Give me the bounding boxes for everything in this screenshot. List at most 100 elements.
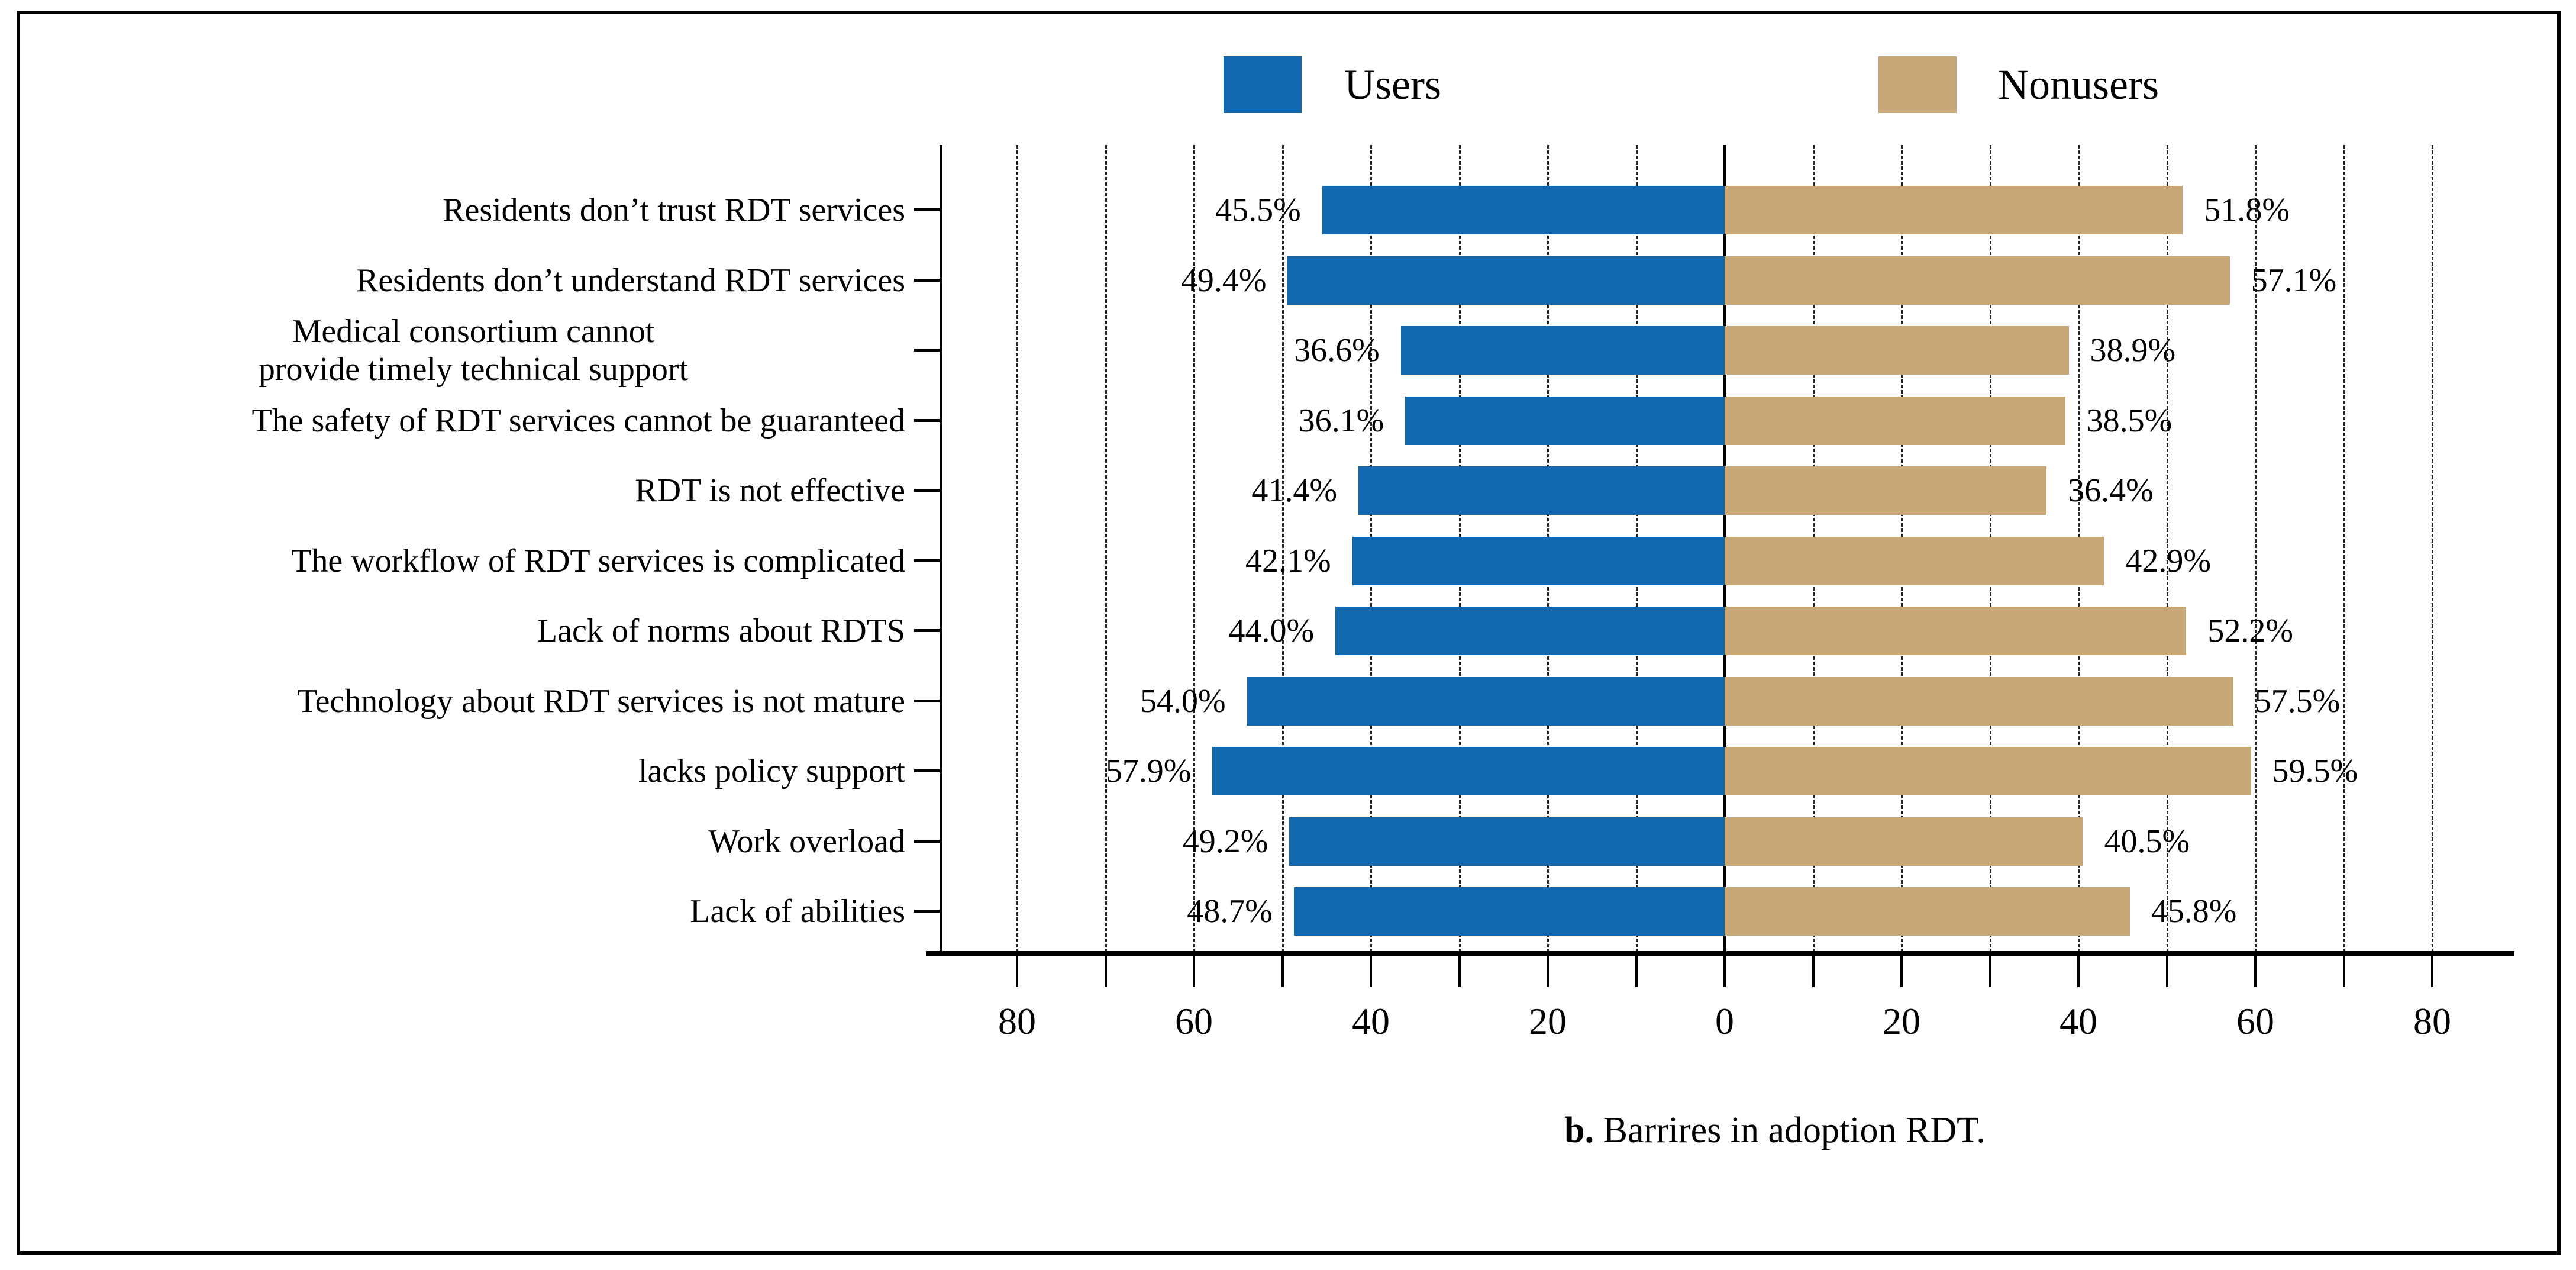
axis-tick (1812, 956, 1815, 987)
nonusers-bar (1725, 466, 2047, 515)
users-bar (1212, 747, 1725, 795)
nonusers-value-label: 57.5% (2254, 682, 2341, 720)
axis-tick-label: 20 (1883, 1000, 1920, 1042)
axis-tick (1635, 956, 1638, 987)
category-tick (914, 489, 942, 492)
axis-tick (1989, 956, 1991, 987)
axis-tick (2077, 956, 2080, 987)
nonusers-bar (1725, 186, 2183, 234)
category-tick (914, 839, 942, 843)
users-legend-swatch (1224, 56, 1302, 113)
category-label: Medical consortium cannot provide timely… (258, 313, 689, 388)
axis-tick (2431, 956, 2433, 987)
users-value-label: 49.4% (1180, 262, 1267, 299)
nonusers-value-label: 51.8% (2204, 192, 2290, 228)
axis-tick-label: 40 (1352, 1000, 1390, 1042)
category-label: lacks policy support (638, 753, 905, 789)
category-tick (914, 699, 942, 702)
figure-border (17, 11, 2561, 1255)
users-value-label: 41.4% (1251, 472, 1338, 509)
category-tick (914, 559, 942, 562)
category-label: Lack of norms about RDTS (537, 613, 905, 649)
axis-tick (1104, 956, 1107, 987)
users-value-label: 42.1% (1245, 542, 1331, 579)
nonusers-value-label: 57.1% (2251, 262, 2337, 299)
nonusers-value-label: 38.9% (2090, 332, 2176, 369)
category-label: Technology about RDT services is not mat… (297, 682, 905, 720)
users-value-label: 44.0% (1228, 613, 1315, 649)
nonusers-bar (1725, 747, 2251, 795)
users-bar (1289, 817, 1725, 866)
gridline (1281, 145, 1284, 953)
axis-tick (1016, 956, 1018, 987)
category-label: Residents don’t trust RDT services (443, 192, 905, 228)
axis-tick (1900, 956, 1903, 987)
nonusers-bar (1725, 396, 2065, 445)
users-bar (1322, 186, 1725, 234)
nonusers-value-label: 42.9% (2125, 542, 2211, 579)
category-tick (914, 349, 942, 352)
axis-tick (2165, 956, 2168, 987)
users-value-label: 48.7% (1187, 893, 1273, 930)
category-label: The workflow of RDT services is complica… (291, 542, 905, 579)
gridline (2432, 145, 2433, 953)
users-bar (1335, 607, 1725, 655)
category-tick (914, 418, 942, 422)
gridline (2255, 145, 2257, 953)
nonusers-legend-swatch (1878, 56, 1957, 113)
axis-tick (1281, 956, 1284, 987)
category-tick (914, 278, 942, 282)
category-tick (914, 910, 942, 913)
caption-text: Barrires in adoption RDT. (1594, 1110, 1986, 1150)
users-legend-label: Users (1344, 61, 1441, 108)
users-value-label: 54.0% (1140, 682, 1226, 720)
category-label: Work overload (708, 823, 905, 860)
nonusers-value-label: 38.5% (2086, 402, 2173, 439)
axis-tick (1370, 956, 1372, 987)
users-value-label: 57.9% (1105, 753, 1192, 789)
gridline (1105, 145, 1107, 953)
nonusers-bar (1725, 607, 2187, 655)
axis-tick (1458, 956, 1461, 987)
gridline (2343, 145, 2345, 953)
nonusers-value-label: 45.8% (2151, 893, 2237, 930)
axis-tick-label: 20 (1529, 1000, 1567, 1042)
chart-caption: b. Barrires in adoption RDT. (976, 1105, 2574, 1155)
category-tick (914, 769, 942, 772)
axis-tick-label: 60 (2236, 1000, 2274, 1042)
axis-tick-label: 0 (1715, 1000, 1734, 1042)
axis-tick-label: 80 (998, 1000, 1036, 1042)
nonusers-bar (1725, 256, 2230, 305)
nonusers-value-label: 59.5% (2272, 753, 2358, 789)
users-bar (1287, 256, 1725, 305)
nonusers-bar (1725, 326, 2069, 375)
gridline (1016, 145, 1018, 953)
axis-tick (2254, 956, 2257, 987)
nonusers-value-label: 40.5% (2104, 823, 2190, 860)
axis-tick (1723, 956, 1726, 987)
axis-tick (1547, 956, 1549, 987)
users-bar (1400, 326, 1725, 375)
category-tick (914, 629, 942, 632)
users-value-label: 45.5% (1215, 192, 1301, 228)
users-value-label: 49.2% (1182, 823, 1268, 860)
axis-tick-label: 80 (2413, 1000, 2451, 1042)
users-value-label: 36.6% (1294, 332, 1380, 369)
caption-index: b. (1564, 1110, 1594, 1150)
y-axis-line (940, 145, 942, 953)
gridline (1193, 145, 1195, 953)
category-tick (914, 208, 942, 211)
x-axis-line (926, 951, 2514, 956)
axis-tick (2342, 956, 2345, 987)
nonusers-value-label: 52.2% (2207, 613, 2294, 649)
axis-tick-label: 60 (1175, 1000, 1213, 1042)
nonusers-value-label: 36.4% (2068, 472, 2154, 509)
users-bar (1358, 466, 1725, 515)
nonusers-bar (1725, 536, 2104, 585)
category-label: Lack of abilities (690, 893, 905, 930)
axis-tick (1193, 956, 1195, 987)
users-bar (1247, 676, 1725, 726)
nonusers-bar (1725, 817, 2083, 866)
